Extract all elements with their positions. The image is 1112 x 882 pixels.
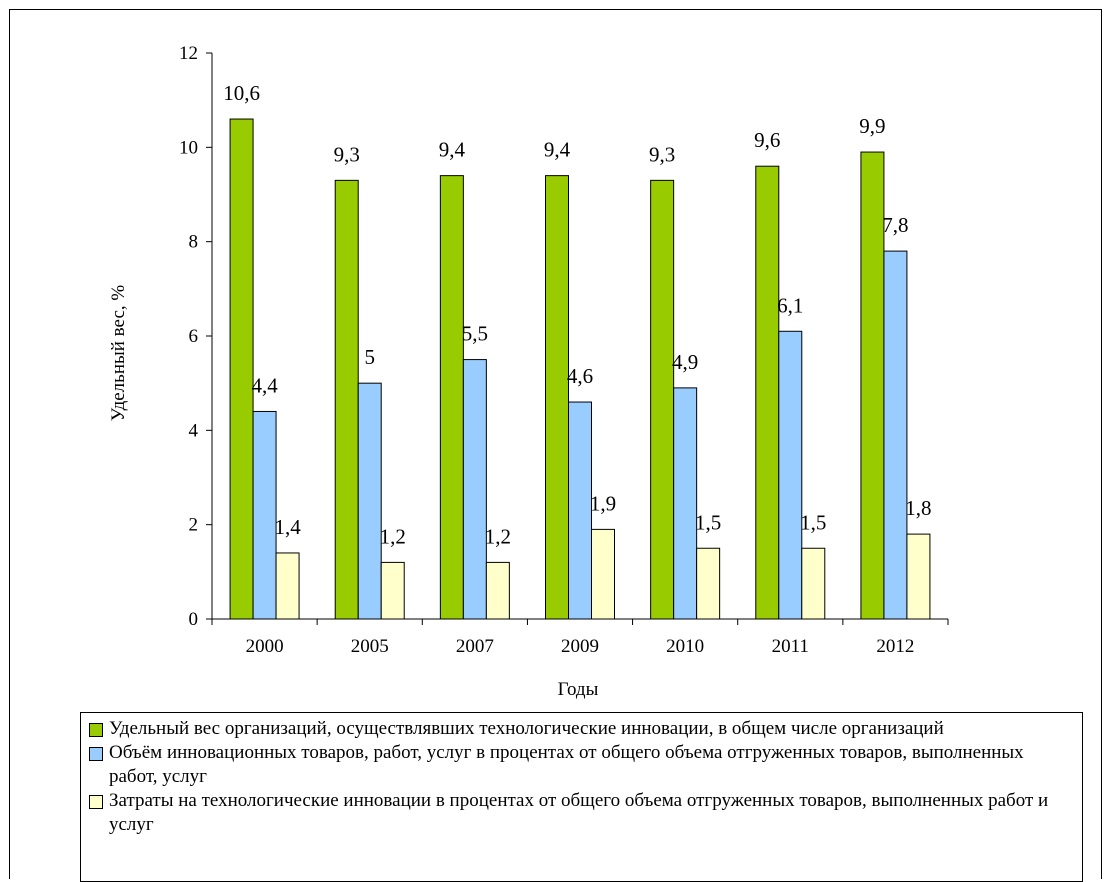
x-tick-label: 2009 bbox=[561, 636, 599, 657]
data-label: 4,4 bbox=[251, 373, 278, 397]
bar-series1-2012 bbox=[860, 151, 885, 620]
data-label: 1,5 bbox=[800, 510, 826, 534]
legend-swatch-green bbox=[89, 723, 103, 737]
bar-series3-2005 bbox=[380, 561, 405, 620]
y-tick-label: 10 bbox=[179, 137, 198, 158]
y-tick-label: 4 bbox=[189, 420, 199, 441]
bar-series2-2009 bbox=[568, 401, 592, 620]
y-tick-label: 8 bbox=[189, 232, 199, 253]
x-tick-label: 2000 bbox=[246, 636, 284, 657]
x-tick-label: 2005 bbox=[351, 636, 389, 657]
data-label: 10,6 bbox=[223, 81, 260, 105]
data-label: 4,6 bbox=[567, 364, 593, 388]
bar-series1-2000 bbox=[229, 118, 254, 620]
bar-series1-2010 bbox=[650, 179, 675, 620]
y-tick-label: 6 bbox=[189, 326, 199, 347]
data-label: 9,3 bbox=[649, 142, 675, 166]
bar-series3-2007 bbox=[485, 561, 510, 620]
bar-series3-2009 bbox=[591, 528, 615, 620]
bar-series3-2000 bbox=[275, 552, 300, 620]
data-label: 1,8 bbox=[905, 496, 931, 520]
legend-label: Удельный вес организаций, осуществлявших… bbox=[109, 718, 944, 739]
x-tick-label: 2010 bbox=[666, 636, 704, 657]
data-label: 9,4 bbox=[439, 138, 466, 162]
data-label: 7,8 bbox=[882, 213, 908, 237]
data-label: 5 bbox=[364, 345, 375, 369]
data-label: 4,9 bbox=[672, 350, 698, 374]
x-tick-label: 2011 bbox=[772, 636, 809, 657]
bar-series3-2010 bbox=[696, 547, 721, 620]
bar-series2-2012 bbox=[883, 250, 908, 620]
data-label: 9,3 bbox=[334, 142, 360, 166]
data-label: 1,9 bbox=[590, 491, 616, 515]
bar-series3-2012 bbox=[906, 533, 931, 620]
bar-series1-2005 bbox=[334, 179, 359, 620]
bar-series2-2007 bbox=[462, 359, 487, 620]
data-label: 6,1 bbox=[777, 293, 803, 317]
chart-legend: Удельный вес организаций, осуществлявших… bbox=[80, 712, 1083, 882]
legend-label: Затраты на технологические инновации в п… bbox=[109, 790, 1049, 835]
y-tick-label: 2 bbox=[189, 515, 199, 536]
x-axis-title: Годы bbox=[558, 679, 599, 700]
bar-series1-2007 bbox=[439, 175, 464, 620]
bar-series2-2011 bbox=[778, 330, 803, 620]
data-label: 1,2 bbox=[485, 524, 511, 548]
data-label: 1,2 bbox=[380, 524, 406, 548]
data-label: 5,5 bbox=[462, 322, 488, 346]
bar-series2-2000 bbox=[252, 410, 277, 620]
legend-label: Объём инновационных товаров, работ, услу… bbox=[109, 742, 1024, 787]
bar-series1-2011 bbox=[755, 165, 780, 620]
y-axis-title: Удельный вес, % bbox=[108, 285, 129, 422]
bar-series2-2010 bbox=[673, 387, 698, 620]
legend-item-innovation-costs: Затраты на технологические инновации в п… bbox=[89, 789, 1074, 837]
chart-bars bbox=[229, 118, 931, 620]
legend-swatch-blue bbox=[89, 747, 103, 761]
data-label: 9,4 bbox=[544, 138, 571, 162]
data-label: 1,4 bbox=[274, 515, 301, 539]
legend-item-organizations: Удельный вес организаций, осуществлявших… bbox=[89, 717, 1074, 741]
y-tick-label: 12 bbox=[179, 43, 198, 64]
chart-data-labels: 10,6 4,4 1,4 9,3 5 1,2 9,4 5,5 1,2 9,4 4,6 1,9 9,3 4,… bbox=[223, 81, 931, 548]
y-tick-label: 0 bbox=[189, 609, 199, 630]
data-label: 9,9 bbox=[859, 114, 885, 138]
bar-series2-2005 bbox=[357, 382, 382, 620]
x-tick-label: 2012 bbox=[876, 636, 914, 657]
data-label: 1,5 bbox=[695, 510, 721, 534]
legend-swatch-yellow bbox=[89, 795, 103, 809]
legend-item-innovative-goods: Объём инновационных товаров, работ, услу… bbox=[89, 741, 1074, 789]
data-label: 9,6 bbox=[754, 128, 780, 152]
bar-series3-2011 bbox=[801, 547, 826, 620]
bar-series1-2009 bbox=[545, 175, 569, 620]
x-tick-label: 2007 bbox=[456, 636, 494, 657]
